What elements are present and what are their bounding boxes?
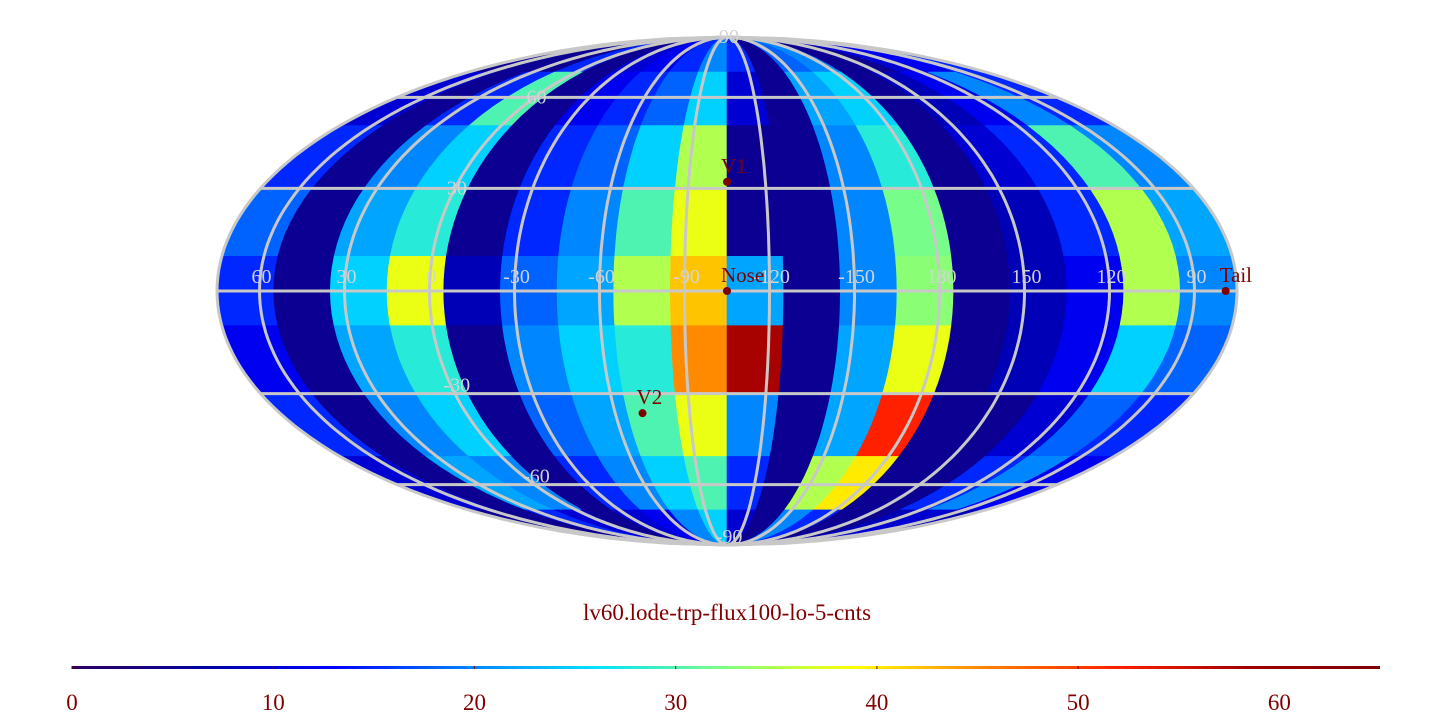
marker bbox=[1221, 287, 1230, 295]
cell bbox=[674, 393, 728, 457]
marker-label: V2 bbox=[637, 385, 663, 409]
cell bbox=[726, 393, 780, 457]
cell bbox=[670, 325, 728, 394]
cell bbox=[726, 325, 784, 394]
meridian-label: 30 bbox=[337, 266, 357, 288]
cell bbox=[670, 188, 728, 257]
meridian-label: -90 bbox=[673, 266, 700, 288]
meridian-label: -60 bbox=[588, 266, 615, 288]
cell bbox=[726, 188, 784, 257]
parallel-label: -90 bbox=[716, 526, 743, 548]
colorbar-tick-label: 50 bbox=[1067, 690, 1090, 715]
graticule: 60 30 0 -30 -60 -90 -120 -150 180 150 120 90 90 60 30 -… bbox=[215, 26, 1239, 548]
marker bbox=[723, 287, 731, 295]
meridian-label: 60 bbox=[252, 266, 272, 288]
colorbar-tick-label: 40 bbox=[865, 690, 888, 715]
marker-label: V1 bbox=[721, 154, 747, 178]
parallel-label: 90 bbox=[719, 26, 739, 48]
marker bbox=[723, 177, 731, 186]
meridian-label: -150 bbox=[838, 266, 875, 288]
colorbar-tick-label: 60 bbox=[1268, 690, 1291, 715]
meridian-label: 90 bbox=[1187, 266, 1207, 288]
marker bbox=[638, 409, 647, 418]
colorbar-tick-label: 0 bbox=[66, 690, 78, 715]
meridian-label: -120 bbox=[753, 266, 790, 288]
cell bbox=[614, 325, 676, 394]
markers: V1 Nose V2 Tail bbox=[637, 154, 1253, 418]
colorbar bbox=[72, 666, 1380, 669]
colorbar-tick-label: 20 bbox=[463, 690, 486, 715]
parallel-label: -60 bbox=[523, 466, 550, 488]
marker-label: Tail bbox=[1220, 263, 1253, 287]
cell bbox=[778, 325, 840, 394]
meridian-label: 120 bbox=[1097, 266, 1127, 288]
meridian-label: 150 bbox=[1012, 266, 1042, 288]
parallel-label: -30 bbox=[444, 375, 471, 397]
cell bbox=[614, 188, 676, 257]
cell bbox=[778, 188, 840, 257]
parallel-label: 60 bbox=[526, 86, 546, 108]
chart-title: lv60.lode-trp-flux100-lo-5-cnts bbox=[583, 600, 871, 625]
meridian-label: -30 bbox=[503, 266, 530, 288]
colorbar-tick-label: 10 bbox=[262, 690, 285, 715]
cell bbox=[674, 125, 728, 189]
parallel-label: 30 bbox=[447, 177, 467, 199]
colorbar-tick-label: 30 bbox=[664, 690, 687, 715]
meridian-label: 0 bbox=[427, 266, 437, 288]
marker-label: Nose bbox=[721, 263, 764, 287]
meridian-label: 180 bbox=[927, 266, 957, 288]
